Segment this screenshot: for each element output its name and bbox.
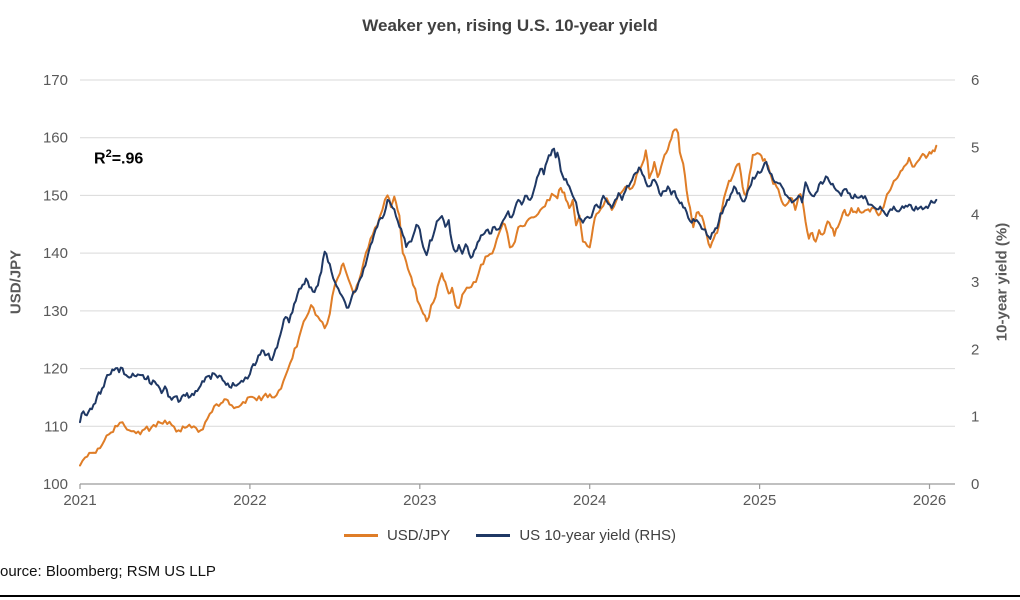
tick-label: 6 (971, 72, 979, 89)
tick-label: 120 (43, 361, 68, 378)
tick-label: 130 (43, 303, 68, 320)
usdjpy-line-swatch (343, 533, 378, 537)
tick-label: 160 (43, 130, 68, 147)
right-axis-title: 10-year yield (%) (993, 222, 1011, 342)
us10y-line (79, 147, 938, 424)
r-squared-sup: 2 (105, 148, 112, 160)
chart-title: Weaker yen, rising U.S. 10-year yield (362, 16, 658, 35)
chart-legend: USD/JPY US 10-year yield (RHS) (0, 524, 1020, 546)
tick-label: 140 (43, 245, 68, 262)
tick-label: 5 (971, 139, 979, 156)
r-squared-value: =.96 (111, 150, 144, 168)
tick-label: 2023 (403, 492, 436, 509)
tick-label: 2022 (233, 492, 266, 509)
tick-label: 110 (44, 418, 68, 435)
legend-label-us10y: US 10-year yield (RHS) (519, 526, 677, 544)
tick-label: 2024 (573, 492, 606, 509)
tick-label: 100 (43, 476, 68, 493)
tick-label: 2 (971, 341, 979, 358)
r-squared-annotation: R2=.96 (94, 148, 143, 168)
left-axis-title: USD/JPY (7, 249, 25, 315)
bottom-divider (0, 595, 1020, 597)
tick-label: 2025 (743, 492, 776, 509)
tick-label: 150 (43, 187, 68, 204)
r-squared-base: R (94, 150, 106, 168)
tick-label: 0 (971, 476, 979, 493)
tick-label: 2026 (913, 492, 946, 509)
tick-label: 4 (971, 207, 979, 224)
legend-item-us10y: US 10-year yield (RHS) (476, 527, 676, 544)
us10y-line-swatch (476, 533, 511, 537)
tick-label: 170 (43, 72, 68, 89)
legend-item-usdjpy: USD/JPY (343, 526, 451, 544)
tick-label: 3 (971, 274, 979, 291)
usdjpy-line (79, 128, 938, 467)
tick-label: 2021 (63, 492, 96, 509)
tick-label: 1 (971, 409, 979, 426)
legend-label-usdjpy: USD/JPY (386, 526, 451, 544)
source-attribution: ource: Bloomberg; RSM US LLP (0, 563, 216, 580)
